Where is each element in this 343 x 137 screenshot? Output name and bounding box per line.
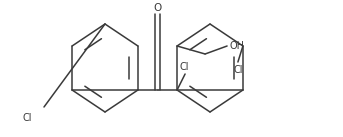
Text: OH: OH: [229, 41, 244, 51]
Text: Cl: Cl: [23, 113, 32, 123]
Text: Cl: Cl: [233, 65, 243, 75]
Text: O: O: [153, 3, 162, 13]
Text: Cl: Cl: [179, 62, 189, 72]
